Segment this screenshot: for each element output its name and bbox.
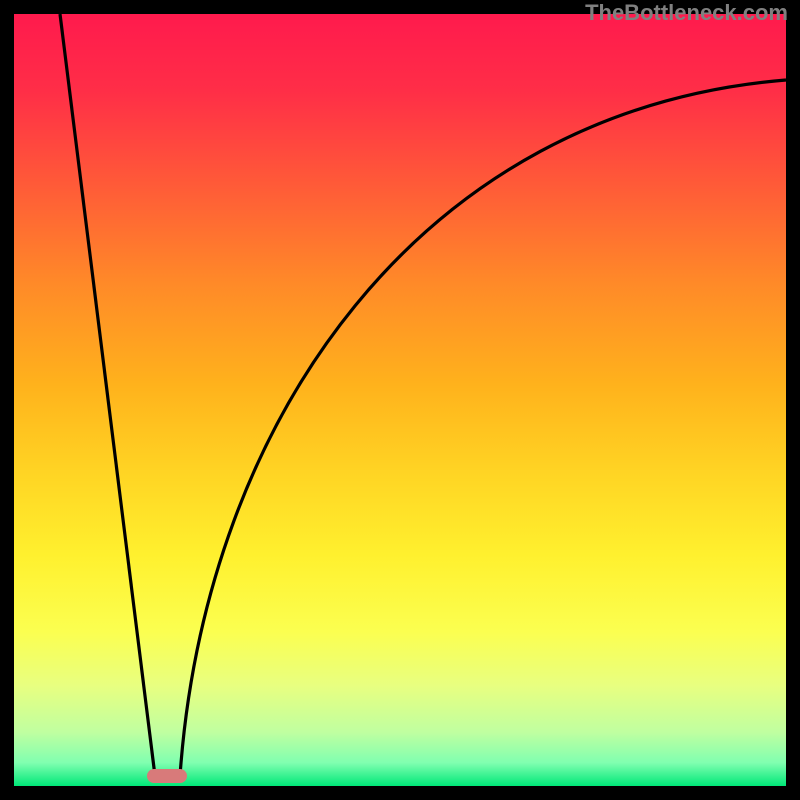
watermark-text: TheBottleneck.com [585,0,788,26]
optimal-marker [147,769,187,783]
bottleneck-chart: TheBottleneck.com [0,0,800,800]
plot-area [14,14,786,786]
chart-svg [0,0,800,800]
